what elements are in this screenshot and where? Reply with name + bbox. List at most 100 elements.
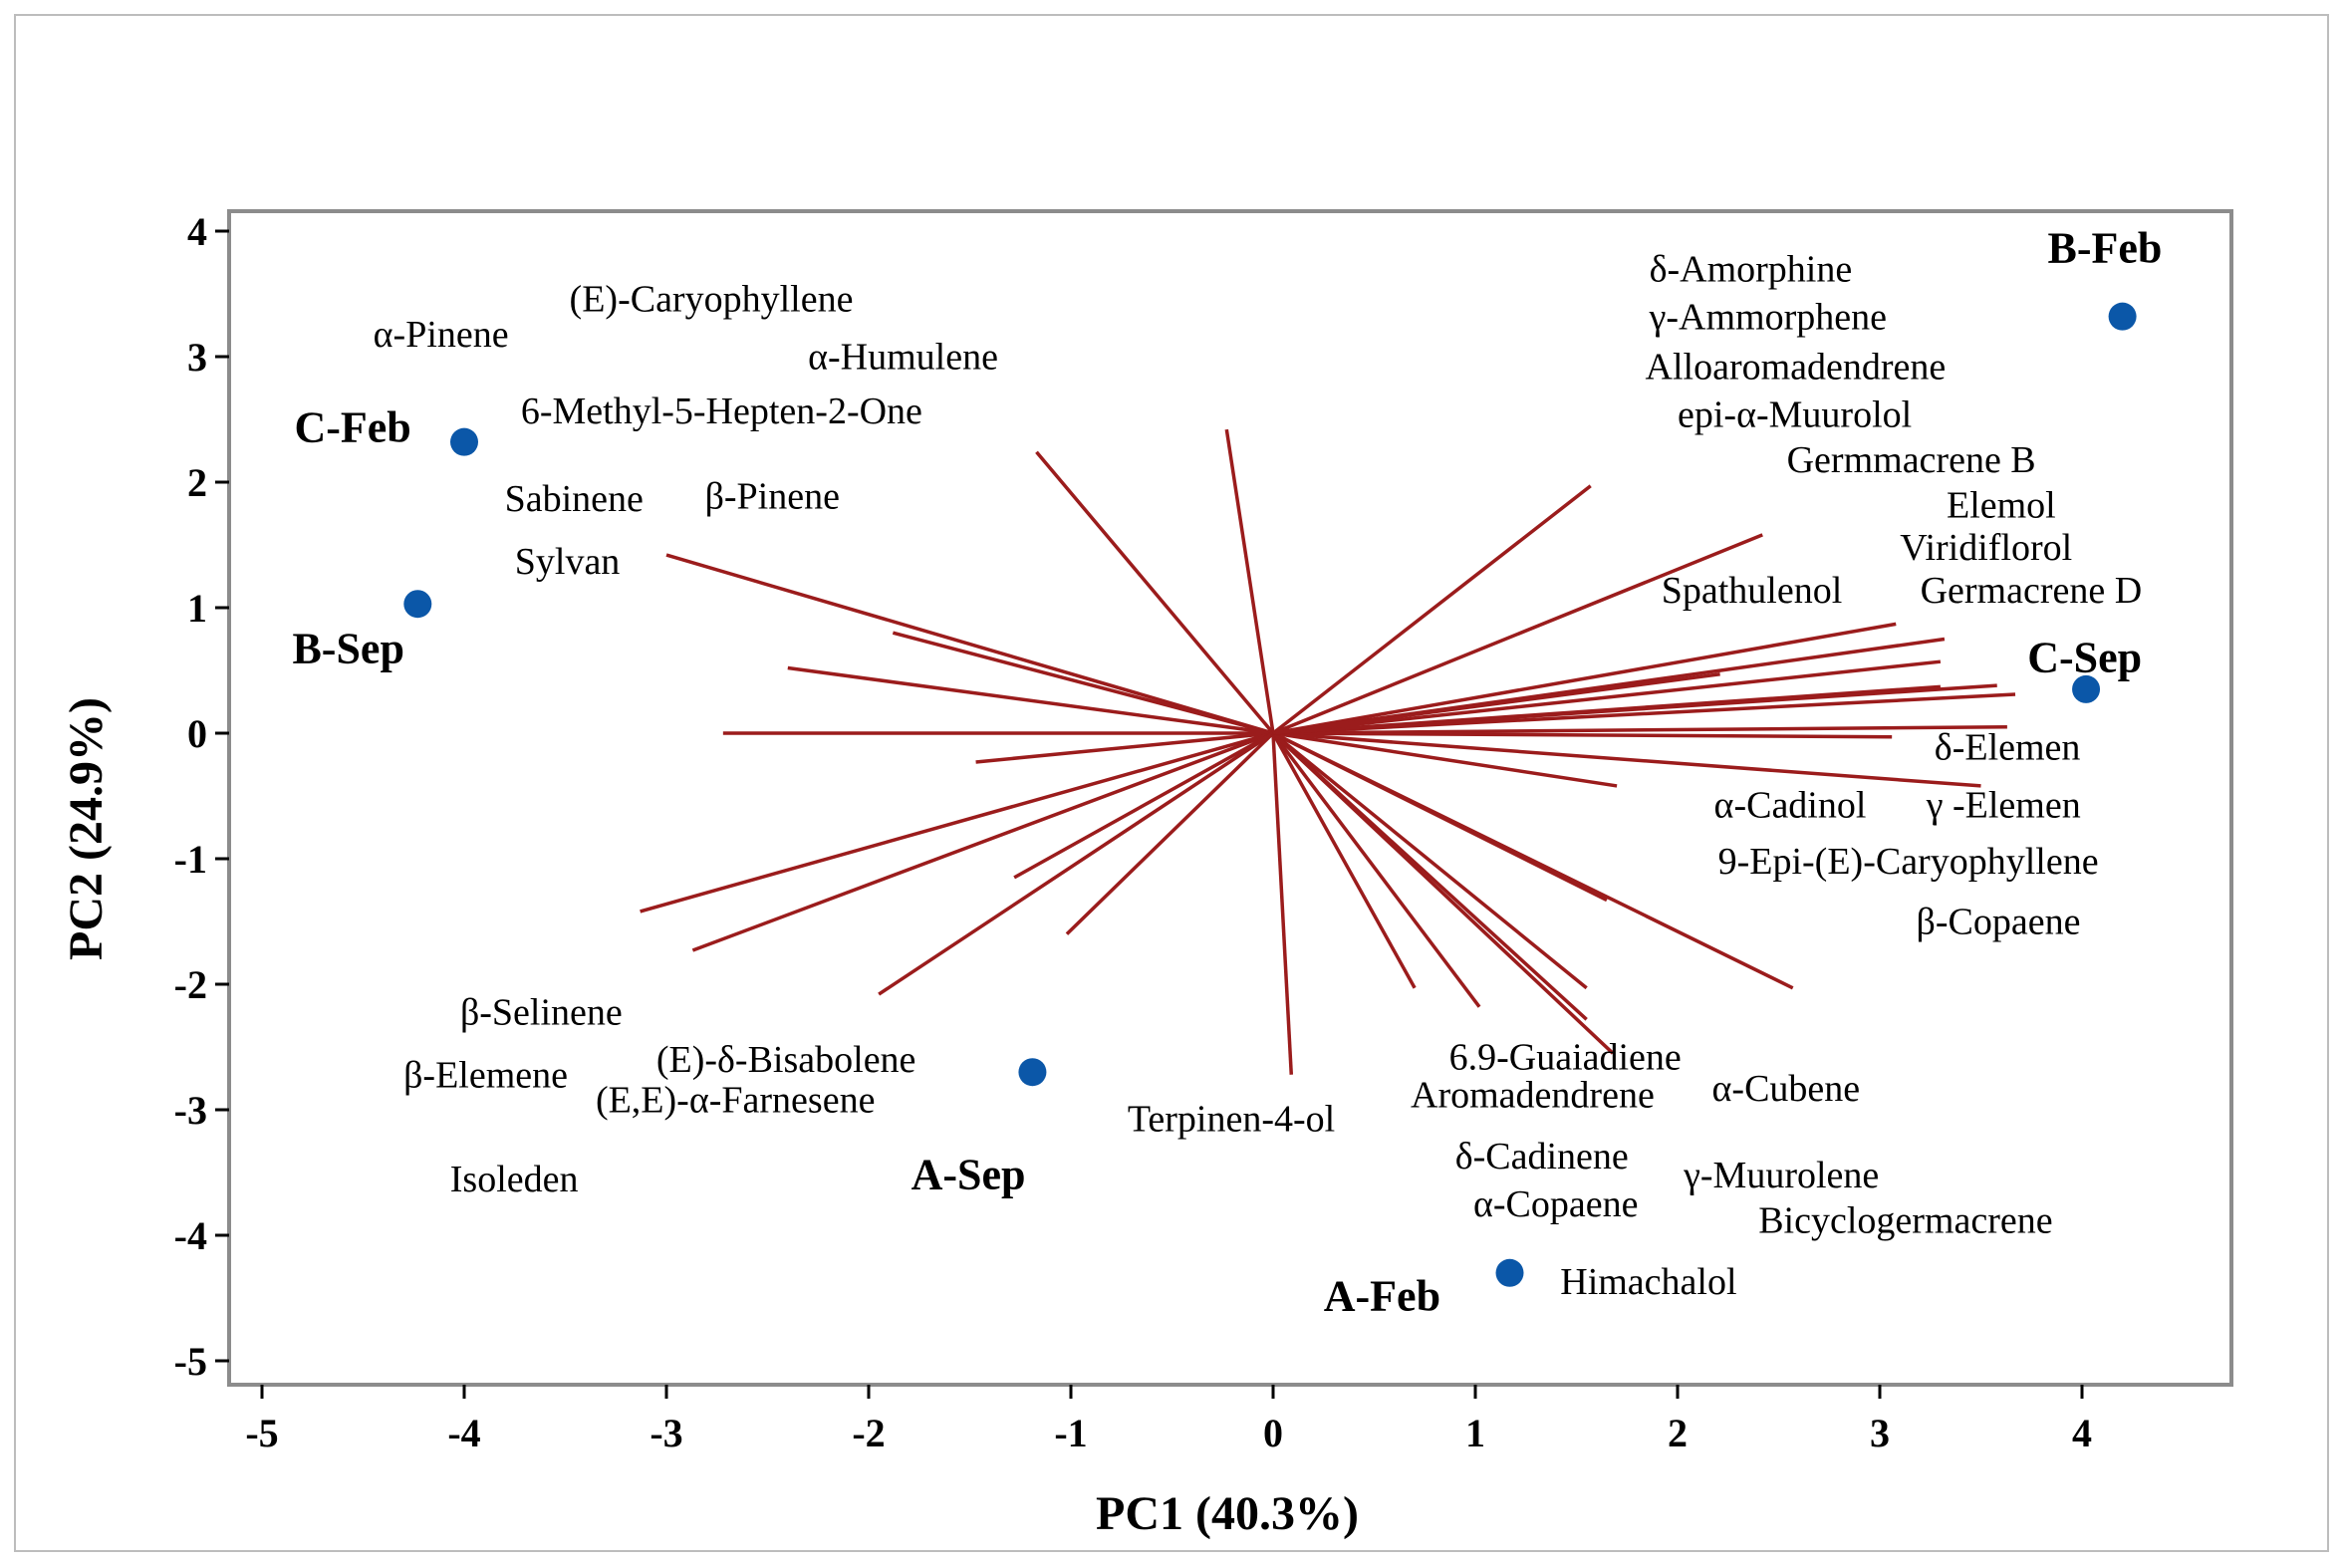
- variable-label: Spathulenol: [1662, 570, 1843, 612]
- sample-label-a-feb: A-Feb: [1324, 1272, 1440, 1321]
- x-tick-label: -2: [852, 1411, 885, 1455]
- variable-label: γ-Muurolene: [1683, 1155, 1879, 1196]
- loading-vector-33: [1271, 484, 1592, 735]
- loading-vector-20: [1272, 731, 1608, 903]
- variable-label: 6.9-Guaiadiene: [1449, 1037, 1682, 1079]
- plot-frame: [227, 209, 2233, 1387]
- variable-label: β-Selinene: [460, 991, 623, 1033]
- sample-point-a-feb: [1495, 1258, 1524, 1287]
- variable-label: Aromadendrene: [1411, 1074, 1655, 1116]
- y-tick-label: 1: [187, 586, 207, 631]
- sample-label-b-feb: B-Feb: [2047, 224, 2162, 273]
- loading-vector-14: [1271, 732, 1417, 989]
- sample-point-b-sep: [403, 590, 432, 619]
- loading-vector-22: [1272, 731, 1981, 788]
- loading-vector-28: [1272, 659, 1942, 735]
- sample-label-b-sep: B-Sep: [292, 624, 403, 672]
- variable-labels: (E)-Caryophyllene α-Pinene α-Humulene 6-Met…: [292, 224, 2162, 1321]
- variable-label: Bicyclogermacrene: [1758, 1199, 2052, 1241]
- x-tick-label: 0: [1263, 1411, 1283, 1455]
- x-axis-title: PC1 (40.3%): [1096, 1487, 1359, 1540]
- y-tick-label: 2: [187, 460, 207, 505]
- y-tick-label: 4: [187, 209, 207, 254]
- loading-vector-18: [1271, 731, 1615, 1055]
- x-tick-label: 4: [2072, 1411, 2092, 1455]
- variable-label: α-Copaene: [1473, 1183, 1639, 1225]
- loading-vector-27: [1272, 684, 1942, 735]
- variable-label: (E)-Caryophyllene: [570, 279, 854, 321]
- sample-point-b-feb: [2108, 302, 2137, 331]
- variable-label: β-Elemene: [403, 1054, 568, 1096]
- y-tick-label: -4: [174, 1213, 207, 1258]
- variable-label: Alloaromadendrene: [1646, 347, 1947, 389]
- variable-label: α-Cadinol: [1714, 784, 1867, 826]
- loading-vector-9: [691, 731, 1274, 952]
- loading-vector-12: [878, 731, 1274, 996]
- y-tick-label: -1: [174, 837, 207, 882]
- x-tick-label: 3: [1870, 1411, 1890, 1455]
- variable-label: Sabinene: [505, 478, 644, 520]
- sample-point-a-sep: [1018, 1058, 1047, 1087]
- x-tick-label: -4: [447, 1411, 480, 1455]
- variable-label: α-Pinene: [374, 314, 509, 356]
- variable-label: 6-Methyl-5-Hepten-2-One: [521, 391, 922, 432]
- variable-label: δ-Elemen: [1935, 726, 2081, 768]
- loading-vector-10: [1013, 731, 1274, 880]
- loading-vector-3: [665, 553, 1274, 735]
- variable-label: α-Cubene: [1712, 1068, 1861, 1110]
- loading-vector-15: [1271, 731, 1481, 1008]
- variable-label: δ-Cadinene: [1455, 1136, 1629, 1177]
- variable-label: Viridiflorol: [1900, 527, 2072, 569]
- sample-label-c-sep: C-Sep: [2027, 633, 2142, 681]
- loading-vector-5: [787, 665, 1274, 735]
- variable-label: β-Copaene: [1917, 902, 2081, 943]
- loading-vectors: [640, 428, 2016, 1075]
- axes: -5 -4 -3 -2 -1 0 1 2 3 4 4 3 2 1 0 -1 -2 -3 -4 -5: [174, 209, 2233, 1455]
- loading-vector-32: [1272, 533, 1763, 735]
- sample-label-c-feb: C-Feb: [294, 403, 410, 452]
- loading-vector-31: [1272, 672, 1720, 735]
- x-tick-label: 1: [1465, 1411, 1485, 1455]
- x-tick-label: -3: [650, 1411, 682, 1455]
- y-tick-label: -5: [174, 1339, 207, 1384]
- variable-label: α-Humulene: [808, 337, 998, 379]
- x-tick-label: -1: [1054, 1411, 1087, 1455]
- y-tick-label: 0: [187, 711, 207, 756]
- variable-label: δ-Amorphine: [1650, 248, 1853, 290]
- loading-vector-2: [1035, 450, 1275, 735]
- variable-label: Isoleden: [450, 1159, 579, 1200]
- y-tick-label: -2: [174, 962, 207, 1007]
- variable-label: Elemol: [1947, 484, 2056, 526]
- sample-point-c-sep: [2072, 674, 2101, 703]
- sample-point-c-feb: [450, 427, 478, 456]
- sample-points: [403, 302, 2137, 1287]
- variable-label: Himachalol: [1560, 1261, 1736, 1303]
- loading-vector-11: [1065, 731, 1275, 935]
- variable-label: Terpinen-4-ol: [1128, 1098, 1335, 1140]
- loading-vector-21: [1272, 731, 1618, 788]
- loading-vector-7: [975, 731, 1274, 764]
- loading-vector-16: [1271, 731, 1588, 990]
- y-tick-label: -3: [174, 1088, 207, 1133]
- loading-vector-1: [1224, 428, 1275, 734]
- variable-label: (E)-δ-Bisabolene: [656, 1039, 916, 1081]
- variable-label: epi-α-Muurolol: [1678, 394, 1912, 436]
- variable-label: 9-Epi-(E)-Caryophyllene: [1718, 841, 2099, 883]
- variable-label: (E,E)-α-Farnesene: [596, 1080, 876, 1122]
- loading-vector-8: [640, 731, 1274, 914]
- loading-vector-13: [1271, 732, 1294, 1075]
- x-tick-label: -5: [245, 1411, 278, 1455]
- variable-label: Germmacrene B: [1787, 439, 2036, 481]
- loading-vector-4: [892, 631, 1274, 735]
- variable-label: β-Pinene: [705, 475, 840, 517]
- variable-label: Sylvan: [515, 541, 621, 583]
- variable-label: Germacrene D: [1921, 570, 2143, 612]
- y-tick-label: 3: [187, 335, 207, 380]
- sample-label-a-sep: A-Sep: [912, 1150, 1026, 1198]
- loading-vector-24: [1272, 724, 2007, 735]
- variable-label: γ-Ammorphene: [1649, 296, 1887, 338]
- x-tick-label: 2: [1668, 1411, 1688, 1455]
- variable-label: γ -Elemen: [1926, 784, 2081, 826]
- y-axis-title: PC2 (24.9%): [60, 697, 113, 960]
